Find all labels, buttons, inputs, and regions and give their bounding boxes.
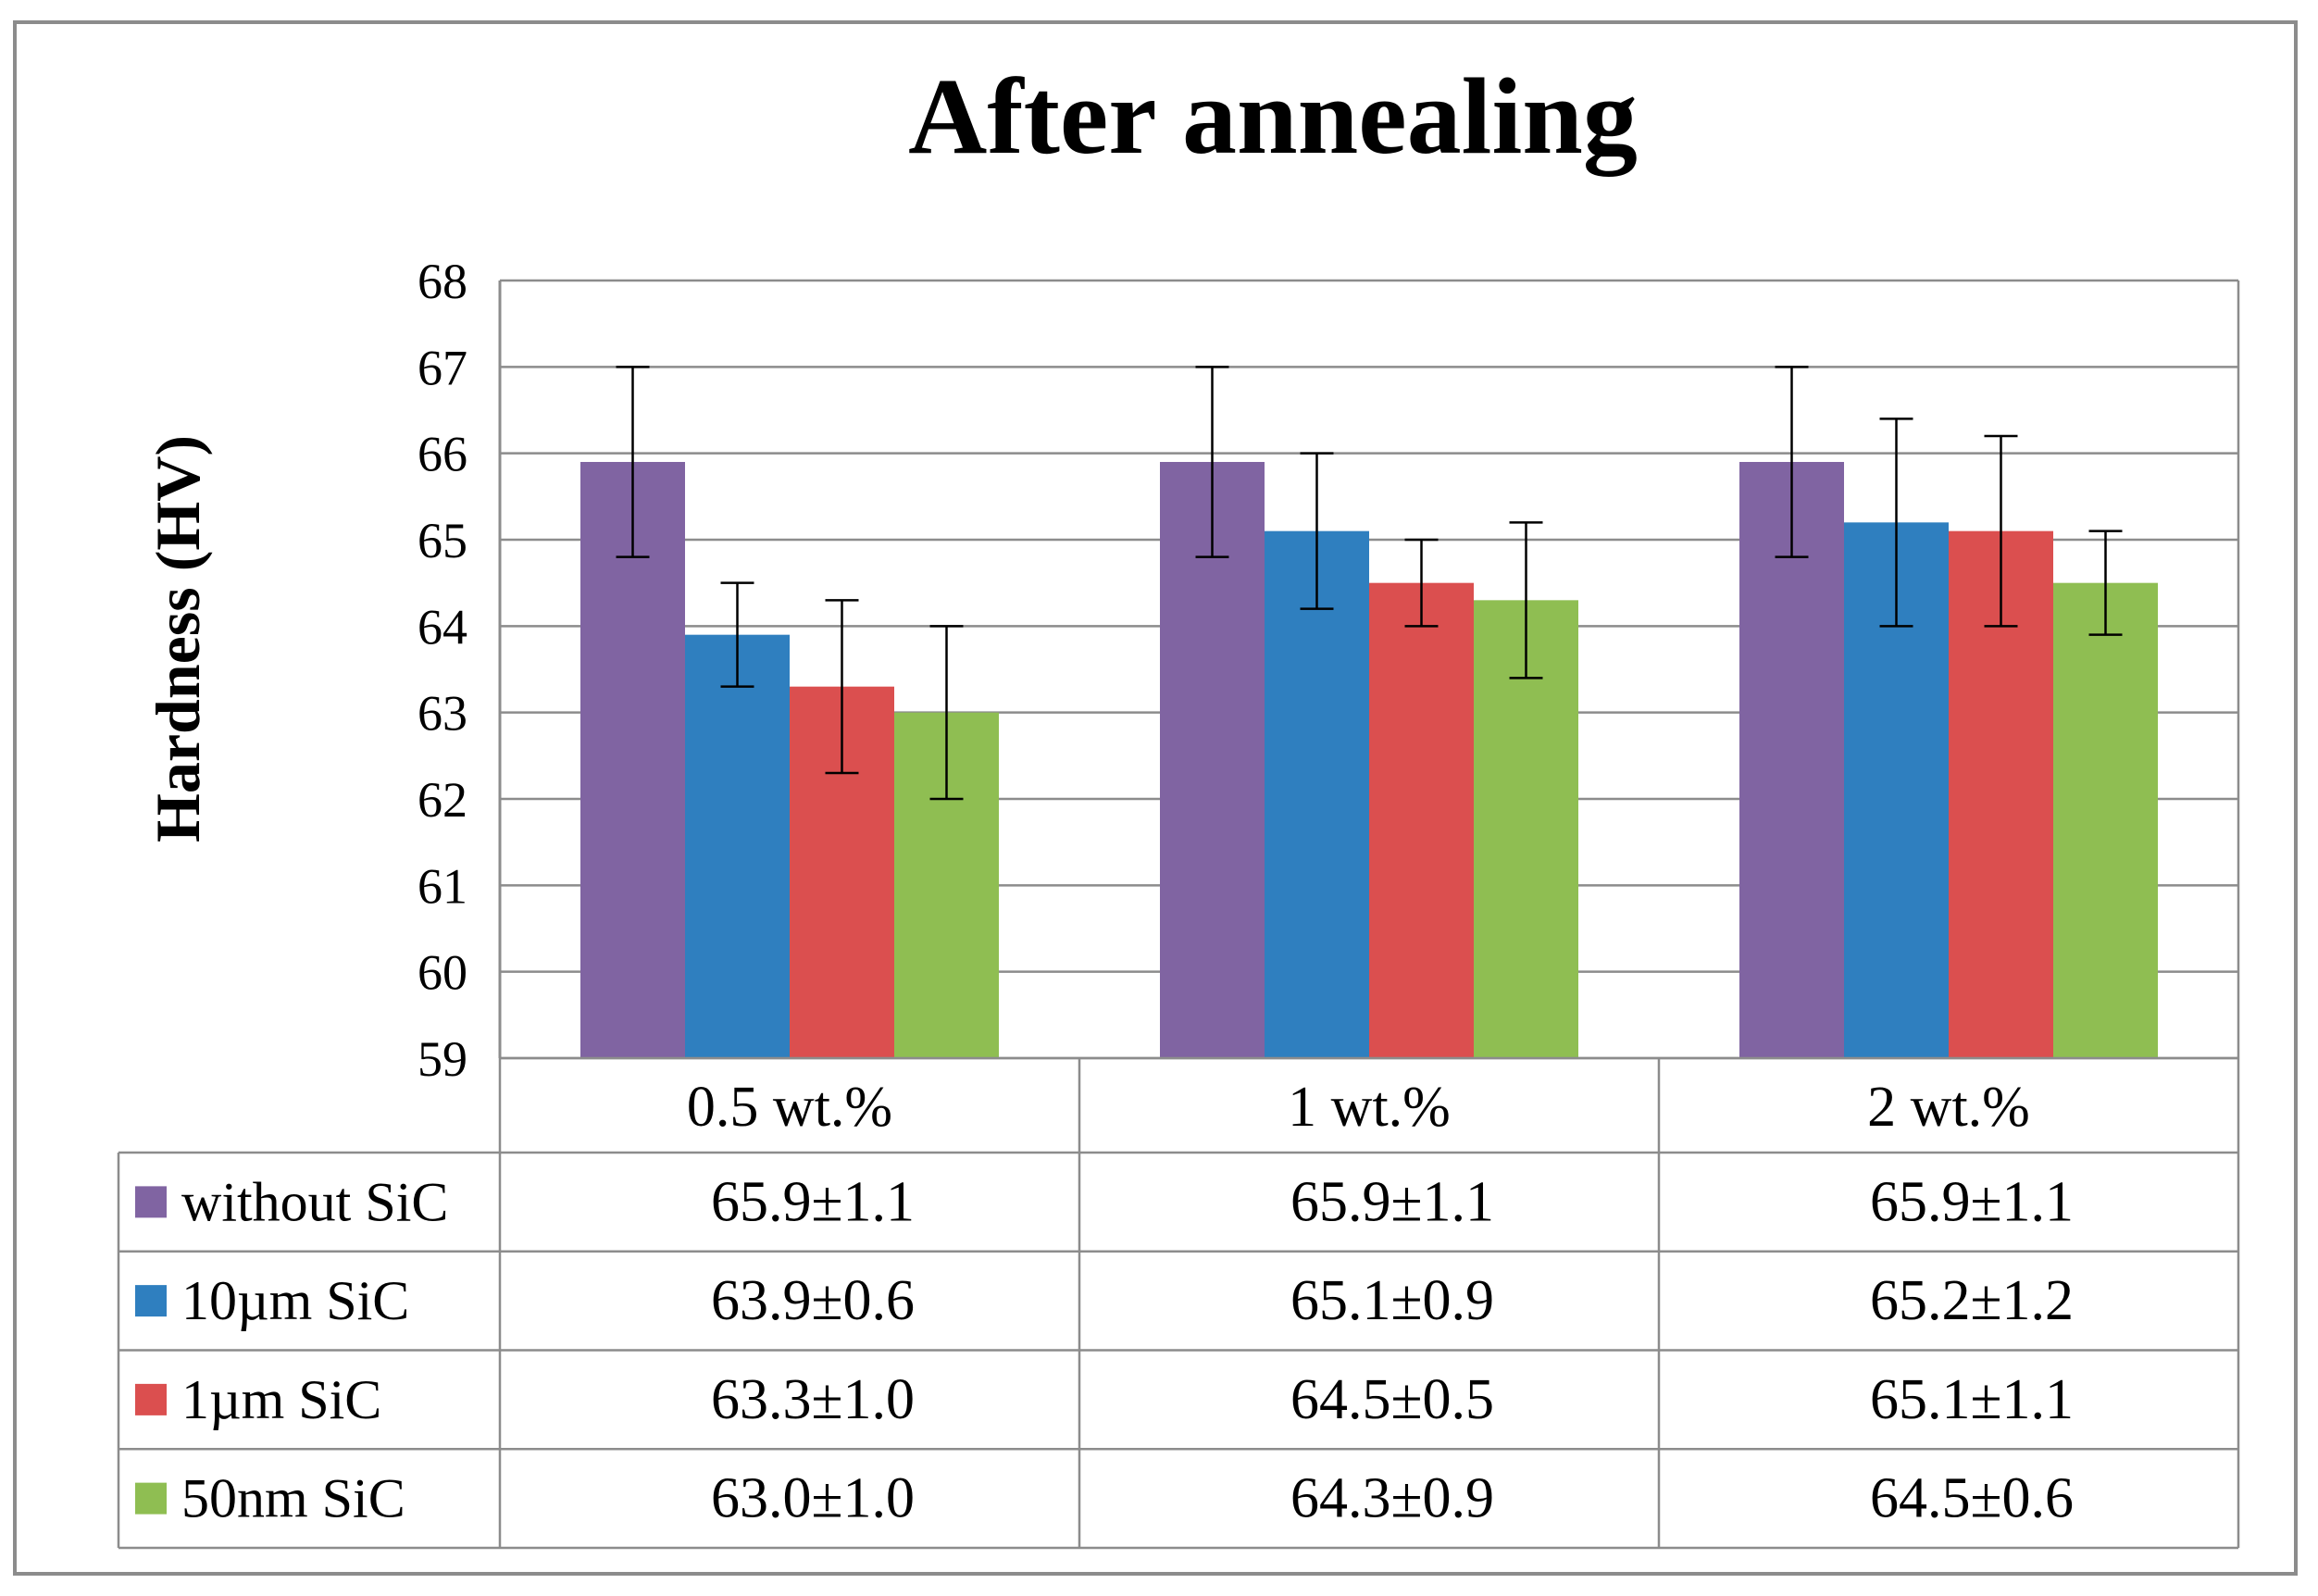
bar [1160, 462, 1265, 1058]
bar [1739, 462, 1844, 1058]
legend-swatch [135, 1482, 167, 1515]
y-tick-label: 67 [417, 340, 467, 395]
y-tick-label: 60 [417, 945, 467, 1001]
x-tick-label: 1 wt.% [1288, 1076, 1451, 1139]
y-tick-label: 61 [417, 858, 467, 914]
legend-label: 50nm SiC [181, 1468, 405, 1529]
y-tick-label: 65 [417, 513, 467, 568]
legend-swatch [135, 1285, 167, 1317]
data-label: 64.3±0.9 [1290, 1467, 1494, 1530]
legend-label: 1µm SiC [181, 1369, 381, 1430]
data-label: 65.2±1.2 [1870, 1269, 2074, 1332]
y-tick-label: 63 [417, 686, 467, 742]
bar [685, 634, 790, 1058]
error-bars [616, 366, 2123, 801]
data-label: 63.0±1.0 [711, 1467, 915, 1530]
data-label: 65.9±1.1 [1290, 1170, 1494, 1233]
chart-title: After annealing [908, 56, 1638, 177]
bar [1369, 582, 1474, 1058]
y-axis-ticks: 59 60 61 62 63 64 65 66 67 68 [417, 254, 467, 1087]
data-label: 64.5±0.6 [1870, 1467, 2074, 1530]
legend-label: 10µm SiC [181, 1270, 409, 1331]
y-tick-label: 66 [417, 427, 467, 482]
y-tick-label: 68 [417, 254, 467, 309]
legend-swatch [135, 1186, 167, 1218]
x-tick-label: 0.5 wt.% [687, 1076, 892, 1139]
y-axis-label: Hardness (HV) [143, 435, 213, 842]
bars [580, 462, 2158, 1058]
data-label: 64.5±0.5 [1290, 1368, 1494, 1431]
data-label: 65.9±1.1 [711, 1170, 915, 1233]
bar [2053, 582, 2158, 1058]
legend-swatch [135, 1383, 167, 1415]
x-tick-label: 2 wt.% [1867, 1076, 2030, 1139]
y-tick-label: 62 [417, 772, 467, 828]
data-label: 65.1±0.9 [1290, 1269, 1494, 1332]
bar [1265, 530, 1369, 1058]
y-tick-label: 59 [417, 1031, 467, 1087]
legend-label: without SiC [181, 1171, 448, 1232]
data-label: 63.3±1.0 [711, 1368, 915, 1431]
data-label: 65.1±1.1 [1870, 1368, 2074, 1431]
data-label: 63.9±0.6 [711, 1269, 915, 1332]
data-table: 0.5 wt.% 1 wt.% 2 wt.% without SiC 65.9±1.1 6… [117, 1056, 2240, 1550]
data-label: 65.9±1.1 [1870, 1170, 2074, 1233]
bar [580, 462, 685, 1058]
y-tick-label: 64 [417, 599, 467, 655]
